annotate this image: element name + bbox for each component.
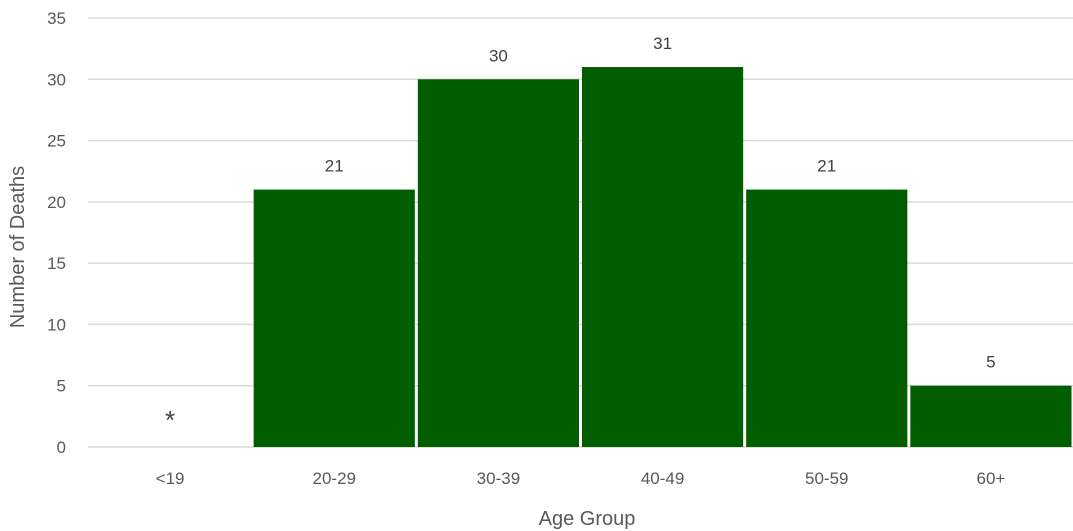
x-tick-label: 50-59 xyxy=(805,469,848,488)
y-axis-ticks: 0 5 10 15 20 25 30 35 xyxy=(47,9,66,457)
y-tick-label: 15 xyxy=(47,254,66,273)
y-tick-label: 20 xyxy=(47,193,66,212)
data-labels: * 21 30 31 21 5 xyxy=(165,34,996,435)
bar-30-39 xyxy=(417,79,579,448)
bar-50-59 xyxy=(746,189,908,447)
bar-40-49 xyxy=(582,67,744,448)
y-tick-label: 30 xyxy=(47,70,66,89)
x-tick-label: 20-29 xyxy=(313,469,356,488)
gridlines xyxy=(88,17,1073,448)
y-tick-label: 0 xyxy=(57,438,66,457)
y-axis-title: Number of Deaths xyxy=(7,166,29,328)
data-label: 21 xyxy=(325,157,344,176)
bar-60+ xyxy=(910,385,1072,447)
x-axis-title: Age Group xyxy=(539,508,636,530)
y-tick-label: 10 xyxy=(47,315,66,334)
data-label: 21 xyxy=(817,157,836,176)
x-tick-label: <19 xyxy=(156,469,185,488)
data-label: 5 xyxy=(986,353,995,372)
bar-20-29 xyxy=(253,189,415,447)
data-label: 31 xyxy=(653,34,672,53)
x-tick-label: 40-49 xyxy=(641,469,684,488)
y-tick-label: 25 xyxy=(47,132,66,151)
x-tick-label: 60+ xyxy=(976,469,1005,488)
y-tick-label: 35 xyxy=(47,9,66,28)
suppressed-value-label: * xyxy=(165,405,175,435)
x-axis-ticks: <19 20-29 30-39 40-49 50-59 60+ xyxy=(156,469,1006,488)
bars xyxy=(253,67,1072,448)
x-tick-label: 30-39 xyxy=(477,469,520,488)
y-tick-label: 5 xyxy=(57,377,66,396)
data-label: 30 xyxy=(489,46,508,65)
